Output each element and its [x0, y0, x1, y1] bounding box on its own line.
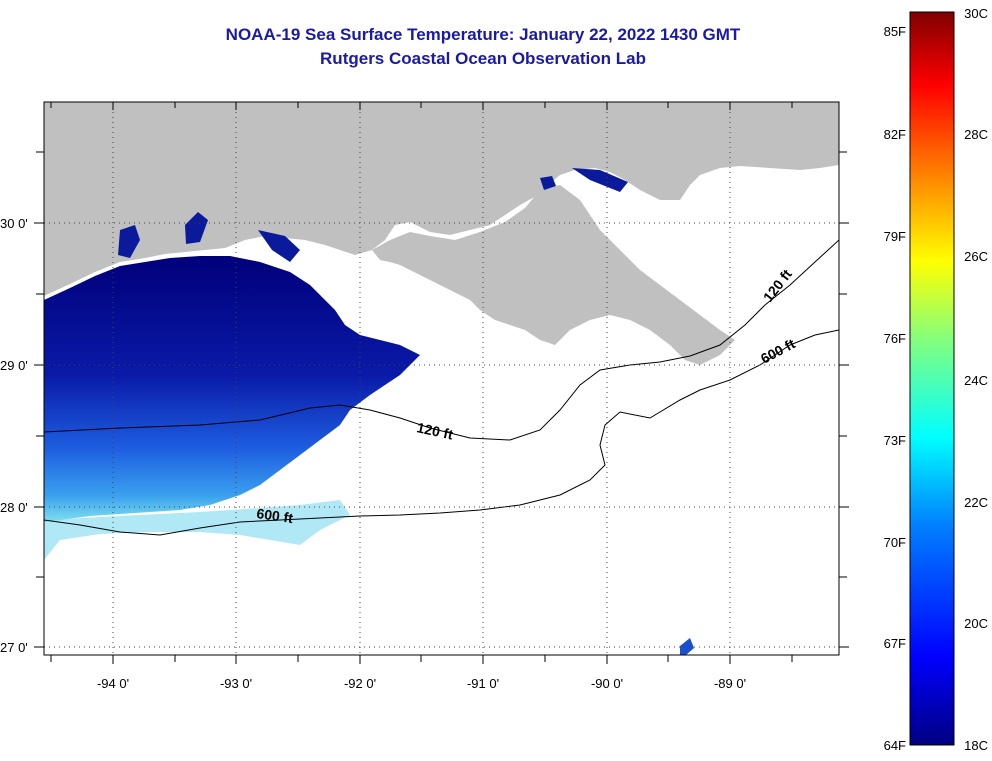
map-panel	[43, 101, 840, 656]
celsius-label: 30C	[964, 6, 988, 21]
lon-label: -93 0'	[220, 676, 252, 691]
celsius-label: 26C	[964, 249, 988, 264]
map-border	[43, 101, 840, 656]
celsius-label: 28C	[964, 127, 988, 142]
land-mass	[44, 102, 839, 296]
sst-data-region	[44, 256, 420, 522]
lat-lon-grid	[44, 102, 839, 655]
colorbar-gradient	[909, 11, 955, 746]
latitude-labels: 30 0' 29 0' 28 0' 27 0'	[0, 216, 28, 655]
lon-label: -94 0'	[97, 676, 129, 691]
lat-label: 29 0'	[0, 358, 28, 373]
sst-speckle	[44, 500, 350, 560]
sst-patch-south	[680, 638, 694, 655]
fahrenheit-label: 67F	[884, 636, 906, 651]
fahrenheit-label: 76F	[884, 331, 906, 346]
celsius-label: 18C	[964, 738, 988, 753]
fahrenheit-label: 73F	[884, 433, 906, 448]
land-delta	[372, 185, 735, 365]
celsius-label: 22C	[964, 495, 988, 510]
lat-label: 30 0'	[0, 216, 28, 231]
fahrenheit-label: 85F	[884, 24, 906, 39]
chart-title: NOAA-19 Sea Surface Temperature: January…	[225, 25, 741, 44]
lat-label: 28 0'	[0, 500, 28, 515]
contour-120ft	[44, 239, 839, 441]
colorbar-fahrenheit-labels: 85F 82F 79F 76F 73F 70F 67F 64F	[884, 24, 906, 753]
fahrenheit-label: 82F	[884, 127, 906, 142]
fahrenheit-label: 64F	[884, 738, 906, 753]
chart-subtitle: Rutgers Coastal Ocean Observation Lab	[320, 49, 646, 68]
celsius-label: 20C	[964, 616, 988, 631]
colorbar-celsius-labels: 30C 28C 26C 24C 22C 20C 18C	[964, 6, 988, 753]
fahrenheit-label: 70F	[884, 535, 906, 550]
lon-label: -91 0'	[467, 676, 499, 691]
lon-label: -92 0'	[344, 676, 376, 691]
contour-600ft	[44, 329, 839, 536]
contour-label-600ft-west: 600 ft	[256, 505, 295, 526]
fahrenheit-label: 79F	[884, 229, 906, 244]
axis-ticks	[34, 102, 849, 664]
colorbar: 85F 82F 79F 76F 73F 70F 67F 64F 30C 28C …	[884, 6, 988, 753]
celsius-label: 24C	[964, 373, 988, 388]
contour-label-120ft-west: 120 ft	[415, 419, 454, 442]
lat-label: 27 0'	[0, 640, 28, 655]
lon-label: -89 0'	[714, 676, 746, 691]
lon-label: -90 0'	[591, 676, 623, 691]
longitude-labels: -94 0' -93 0' -92 0' -91 0' -90 0' -89 0…	[97, 676, 746, 691]
